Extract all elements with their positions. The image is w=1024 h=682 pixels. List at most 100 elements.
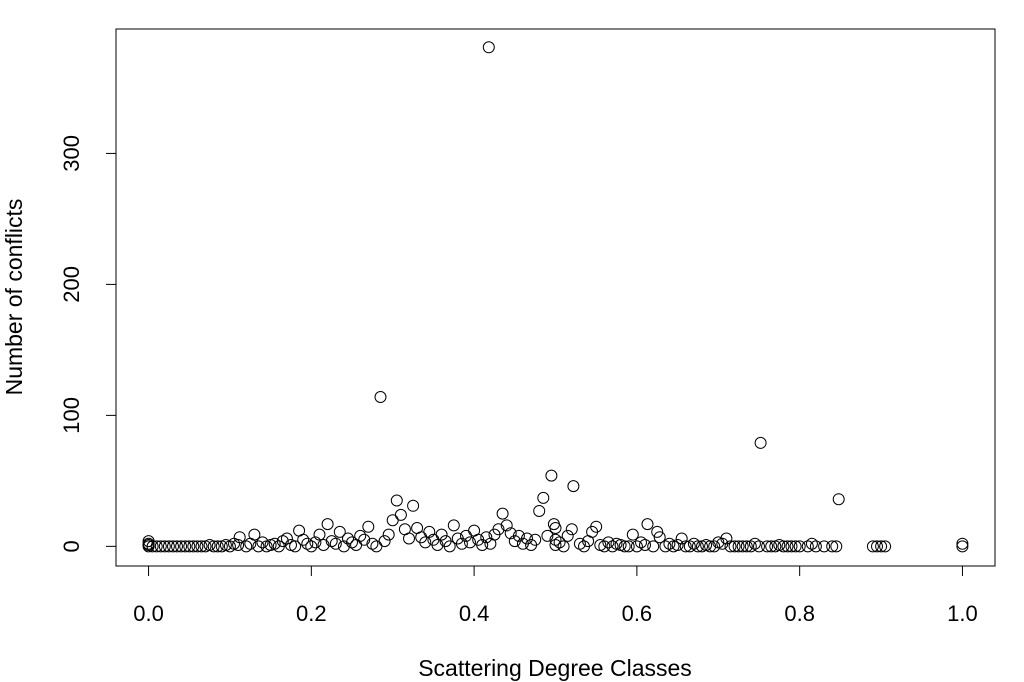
data-point [618, 540, 631, 553]
data-point [362, 520, 375, 533]
data-point [386, 514, 399, 527]
data-point [431, 539, 444, 551]
y-axis: 0 100 200 300 [59, 135, 117, 553]
data-point [691, 540, 704, 553]
data-point [317, 539, 330, 551]
data-point [553, 536, 566, 549]
x-tick-label: 0.0 [133, 601, 164, 626]
data-point [866, 540, 879, 553]
data-point [781, 540, 794, 553]
data-point [687, 537, 700, 550]
data-point [142, 537, 155, 550]
points-layer [142, 41, 969, 553]
data-point [305, 540, 318, 553]
data-point [651, 525, 664, 538]
data-point [748, 537, 761, 550]
data-point [492, 523, 505, 536]
data-point [598, 540, 611, 553]
data-point [785, 540, 798, 553]
y-tick-label: 200 [59, 266, 84, 303]
data-point [248, 528, 261, 541]
data-point [744, 540, 757, 553]
data-point [529, 533, 542, 546]
data-point [329, 537, 342, 550]
data-point [647, 540, 660, 553]
data-point [777, 540, 790, 553]
data-point [211, 540, 224, 553]
data-point [879, 540, 892, 553]
data-point [187, 540, 200, 553]
data-point [557, 540, 570, 553]
data-point [871, 540, 883, 553]
data-point [635, 536, 647, 549]
data-point [268, 537, 281, 550]
data-point [297, 533, 310, 546]
data-point [337, 540, 350, 553]
data-point [256, 536, 269, 549]
data-point [435, 528, 448, 541]
data-point [626, 528, 639, 541]
y-tick-label: 100 [59, 397, 84, 434]
data-point [549, 522, 562, 534]
data-point [309, 536, 322, 549]
data-point [653, 531, 666, 544]
data-point [809, 540, 822, 553]
data-point [720, 532, 733, 545]
data-point [622, 540, 635, 553]
data-point [280, 532, 293, 545]
data-point [171, 540, 183, 553]
data-point [313, 528, 326, 541]
data-point [374, 391, 387, 403]
data-point [366, 537, 379, 550]
data-point [789, 540, 802, 553]
x-axis-label: Scattering Degree Classes [418, 655, 692, 681]
data-point [521, 532, 533, 545]
y-tick-label: 0 [59, 540, 84, 552]
data-point [358, 533, 371, 546]
data-point [639, 539, 651, 551]
data-point [419, 536, 432, 549]
data-point [321, 518, 334, 531]
data-point [252, 540, 265, 553]
data-point [342, 532, 354, 545]
data-point [195, 540, 208, 553]
data-point [443, 540, 456, 553]
data-point [500, 519, 513, 532]
data-point [370, 540, 383, 553]
data-point [606, 540, 619, 553]
data-point [641, 518, 654, 531]
data-point [390, 494, 403, 507]
x-tick-label: 0.6 [622, 601, 653, 626]
data-point [832, 493, 845, 506]
y-axis-label: Number of conflicts [1, 199, 27, 396]
data-point [403, 532, 415, 545]
data-point [754, 436, 767, 449]
data-point [378, 535, 391, 548]
data-point [590, 520, 603, 533]
plot-frame [115, 28, 996, 567]
data-point [683, 540, 696, 553]
data-point [659, 540, 672, 553]
data-point [207, 540, 220, 553]
data-point [183, 540, 196, 553]
data-point [240, 540, 253, 553]
data-point [956, 537, 969, 550]
data-point [223, 540, 236, 553]
data-point [830, 540, 843, 553]
data-point [537, 491, 550, 504]
data-point [826, 540, 839, 553]
x-tick-label: 0.8 [784, 601, 815, 626]
data-point [765, 540, 778, 553]
data-point [482, 41, 495, 54]
x-tick-label: 0.2 [296, 601, 327, 626]
data-point [704, 540, 717, 553]
data-point [167, 540, 179, 553]
data-point [480, 531, 493, 544]
data-point [671, 539, 684, 551]
x-tick-label: 1.0 [947, 601, 978, 626]
data-point [154, 540, 167, 553]
data-point [162, 540, 175, 553]
data-point [740, 540, 753, 553]
data-point [663, 537, 676, 550]
data-point [382, 528, 395, 541]
